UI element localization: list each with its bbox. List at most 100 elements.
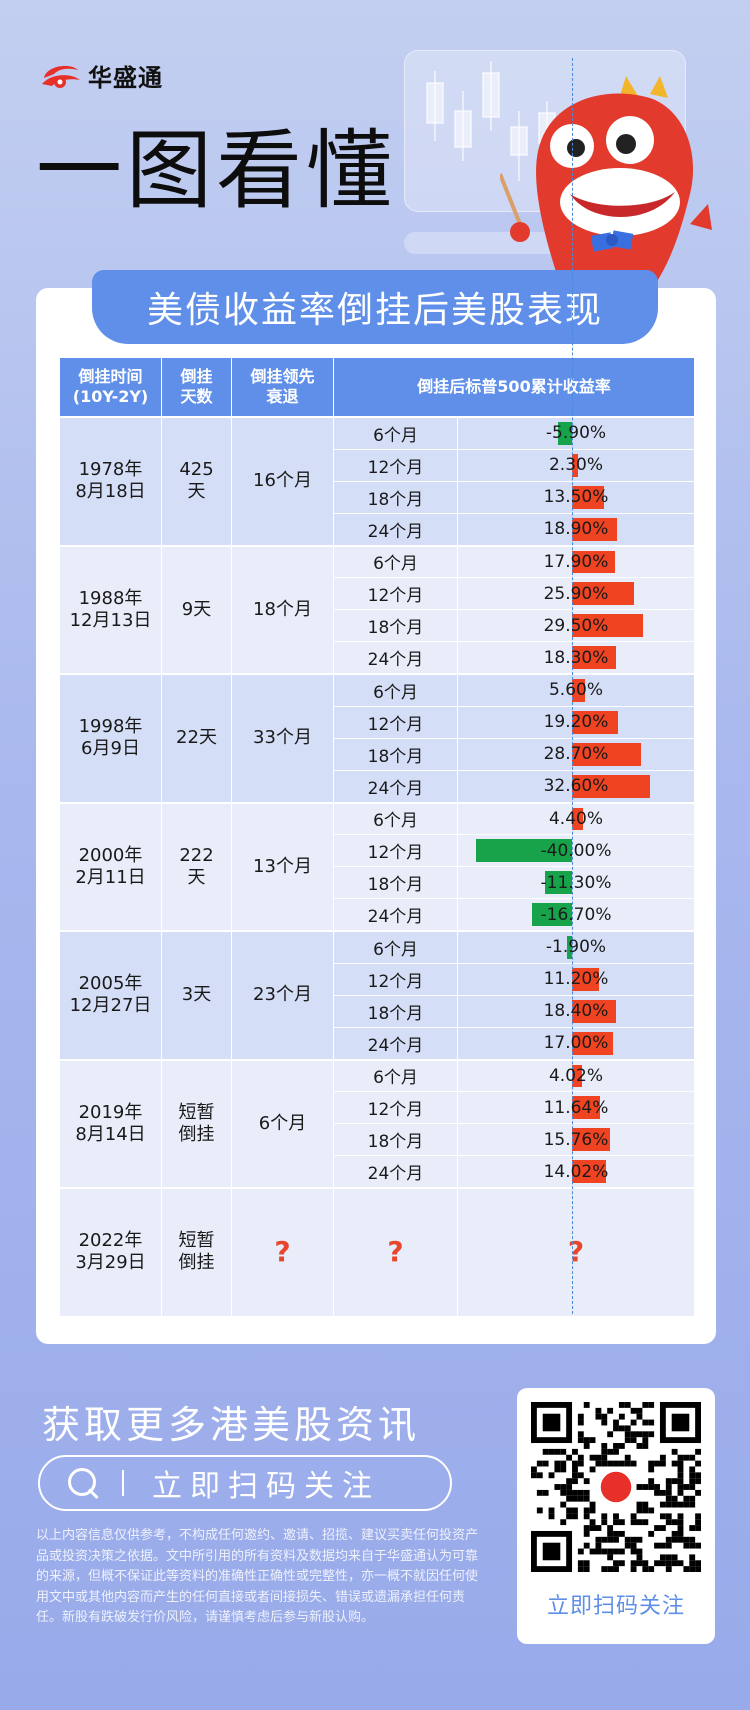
row-date: 1998年 6月9日 [60,675,162,802]
table-row: 12个月 25.90% [334,578,694,611]
return-bar [572,485,605,509]
returns-table: 倒挂时间 (10Y-2Y) 倒挂 天数 倒挂领先 衰退 倒挂后标普500累计收益… [60,358,694,1316]
table-row: 12个月 19.20% [334,706,694,739]
dragon-mascot-icon [500,76,712,292]
return-value: 25.90% [543,583,609,604]
return-value: 32.60% [543,776,609,797]
table-row: 6个月 -1.90% [334,932,694,964]
row-days: 425 天 [162,418,232,545]
row-period: 12个月 [334,1092,458,1124]
return-bar-cell: 17.00% [458,1028,694,1059]
qr-label: 立即扫码关注 [546,1594,685,1619]
row-period: 24个月 [334,770,458,802]
return-bar-cell: 19.20% [458,707,694,738]
table-row-group: 1978年 8月18日 425 天 16个月 6个月 -5.90% 12个月 2… [60,416,694,545]
disclaimer-text: 以上内容信息仅供参考，不构成任何邀约、邀请、招揽、建议买卖任何投资产品或投资决策… [36,1528,479,1625]
row-period-unknown: ? [334,1189,458,1316]
return-bar [567,936,572,959]
row-date: 1978年 8月18日 [60,418,162,545]
return-value: 28.70% [543,744,609,765]
return-bar [572,1160,606,1183]
return-bar [544,871,572,895]
return-value: 17.90% [543,551,609,572]
row-period: 18个月 [334,867,458,899]
row-date: 2000年 2月11日 [60,803,162,930]
header-lead: 倒挂领先 衰退 [232,358,334,416]
row-period: 12个月 [334,578,458,610]
row-lead: 6个月 [232,1060,334,1187]
table-row: 24个月 -16.70% [334,899,694,930]
table-row: 18个月 18.40% [334,995,694,1028]
return-bar-cell: 11.20% [458,964,694,995]
return-bar-cell: 14.02% [458,1156,694,1187]
return-bar-cell: 28.70% [458,739,694,770]
row-lead-unknown: ? [232,1189,334,1316]
table-row: 12个月 11.64% [334,1092,694,1125]
return-bar [572,710,619,734]
return-bar [531,903,572,926]
row-lead: 23个月 [232,932,334,1059]
return-bar [572,517,618,541]
return-bar [572,1064,582,1088]
row-period: 6个月 [334,675,458,706]
return-bar [572,1096,600,1120]
page-headline: 一图看懂 [36,121,396,221]
return-value: 4.02% [548,1065,603,1086]
search-icon [66,1466,100,1500]
return-value: -40.00% [540,840,612,861]
row-lead: 13个月 [232,803,334,930]
table-row: 12个月 -40.00% [334,835,694,868]
return-bar-cell: 13.50% [458,482,694,513]
row-days: 短暂 倒挂 [162,1189,232,1316]
row-period: 18个月 [334,995,458,1027]
row-period: 18个月 [334,1124,458,1156]
table-row: 6个月 -5.90% [334,418,694,450]
return-value: -1.90% [545,937,607,958]
table-row: 18个月 15.76% [334,1124,694,1157]
return-bar-cell: 17.90% [458,547,694,578]
row-period: 18个月 [334,481,458,513]
return-value: 15.76% [543,1129,609,1150]
return-value: 2.30% [548,455,603,476]
return-value: 19.20% [543,712,609,733]
row-period: 24个月 [334,642,458,673]
table-row: 12个月 11.20% [334,963,694,996]
return-bar [572,550,615,574]
return-bar [572,999,617,1023]
brand-logo: 华盛通 [40,58,163,93]
row-period: 6个月 [334,932,458,963]
return-bar [557,422,572,445]
table-body: 1978年 8月18日 425 天 16个月 6个月 -5.90% 12个月 2… [60,416,694,1187]
table-row-group: 2019年 8月14日 短暂 倒挂 6个月 6个月 4.02% 12个月 11.… [60,1058,694,1187]
qr-card[interactable]: 立即扫码关注 [517,1388,715,1644]
row-days: 短暂 倒挂 [162,1060,232,1187]
return-bar-cell: 15.76% [458,1124,694,1155]
row-period: 12个月 [334,963,458,995]
row-lead: 18个月 [232,546,334,673]
divider [122,1470,124,1496]
scan-follow-label: 立即扫码关注 [152,1469,380,1504]
table-row: 6个月 5.60% [334,675,694,707]
return-value: -5.90% [545,423,607,444]
return-bar [572,967,599,991]
return-bar-cell: 29.50% [458,610,694,641]
return-bar-cell: 25.90% [458,578,694,609]
return-bar-cell: 2.30% [458,450,694,481]
return-value: 17.00% [543,1033,609,1054]
table-row: 12个月 2.30% [334,449,694,482]
header-returns: 倒挂后标普500累计收益率 [417,377,611,396]
return-bar-cell: -5.90% [458,418,694,449]
table-row: 6个月 17.90% [334,546,694,579]
table-row: 18个月 28.70% [334,738,694,771]
return-value: 5.60% [548,680,603,701]
table-row: 24个月 14.02% [334,1156,694,1187]
return-bar-cell: 18.90% [458,514,694,545]
return-value: -16.70% [540,904,612,925]
huashengtong-logo-icon [42,65,80,88]
row-period: 12个月 [334,706,458,738]
scan-follow-button[interactable]: 立即扫码关注 [38,1455,452,1511]
table-row: 6个月 4.02% [334,1060,694,1093]
table-header: 倒挂时间 (10Y-2Y) 倒挂 天数 倒挂领先 衰退 倒挂后标普500累计收益… [60,358,694,416]
table-row: 24个月 18.90% [334,513,694,545]
table-row: 24个月 17.00% [334,1027,694,1059]
